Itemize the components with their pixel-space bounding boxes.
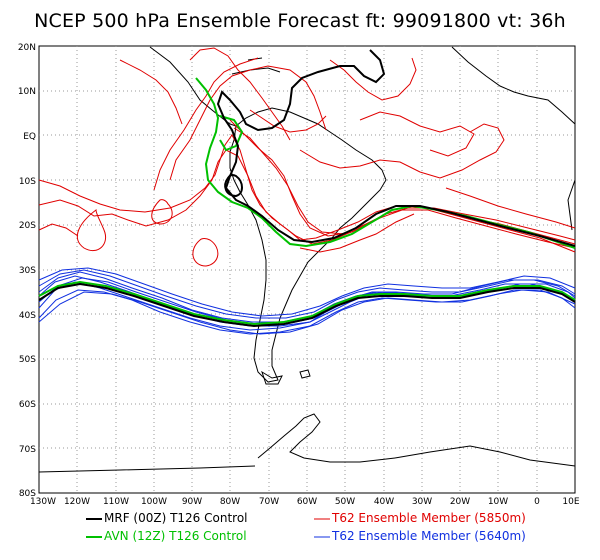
lon-label-110w: 110W — [103, 497, 129, 507]
lon-label-30w: 30W — [412, 497, 432, 507]
red-contour-3 — [153, 57, 259, 191]
red-contour-12 — [192, 238, 219, 267]
avn-5640m — [38, 280, 576, 326]
lon-label-70w: 70W — [259, 497, 279, 507]
red-contour-18 — [445, 187, 576, 229]
avn-5850m-loop — [219, 115, 244, 152]
legend-item-5640: T62 Ensemble Member (5640m) — [332, 529, 526, 543]
mrf-control-contours — [38, 49, 576, 328]
mrf-5850m — [216, 49, 576, 247]
blue-contour-5 — [38, 269, 576, 319]
mrf-5640m — [38, 282, 576, 328]
blue-contour-7 — [38, 289, 576, 335]
lon-label-0: 0 — [534, 497, 540, 507]
coast-antarctic-peninsula — [257, 413, 396, 463]
legend-item-5850: T62 Ensemble Member (5850m) — [332, 511, 526, 525]
red-contour-11 — [76, 209, 106, 252]
lon-label-90w: 90W — [182, 497, 202, 507]
lat-label-eq: EQ — [23, 132, 36, 142]
lon-label-40w: 40W — [374, 497, 394, 507]
coast-antarctica — [38, 445, 576, 473]
mrf-5850m-loop — [224, 173, 243, 198]
ensemble-5850m-contours — [38, 47, 576, 267]
red-contour-9 — [189, 47, 291, 141]
longitude-axis: 130W 120W 110W 100W 90W 80W 70W 60W 50W … — [30, 497, 580, 507]
lon-label-60w: 60W — [297, 497, 317, 507]
coast-africa — [451, 46, 576, 231]
red-contour-16 — [299, 213, 415, 253]
coast-central-america — [149, 46, 237, 127]
lat-label-20s: 20S — [19, 221, 36, 231]
blue-contour-8 — [38, 267, 576, 317]
legend-label-mrf: MRF (00Z) T126 Control — [104, 511, 248, 525]
red-contour-15 — [119, 59, 183, 125]
legend-label-5640: T62 Ensemble Member (5640m) — [332, 529, 526, 543]
lat-label-20n: 20N — [18, 43, 36, 53]
red-contour-10 — [329, 57, 417, 101]
red-contour-2 — [38, 149, 576, 249]
lat-label-60s: 60S — [19, 400, 36, 410]
legend-label-5850: T62 Ensemble Member (5850m) — [332, 511, 526, 525]
red-contour-17 — [249, 109, 327, 133]
latitude-axis: 20N 10N EQ 10S 20S 30S 40S 50S 60S 70S 8… — [18, 43, 36, 499]
lat-label-10n: 10N — [18, 87, 36, 97]
lon-label-50w: 50W — [335, 497, 355, 507]
lat-label-10s: 10S — [19, 177, 36, 187]
red-contour-14 — [151, 199, 173, 225]
lat-label-50s: 50S — [19, 355, 36, 365]
lat-label-80s: 80S — [19, 489, 36, 499]
red-contour-8 — [359, 111, 475, 157]
lon-label-10e: 10E — [562, 497, 579, 507]
lat-label-70s: 70S — [19, 445, 36, 455]
lon-label-100w: 100W — [141, 497, 167, 507]
lon-label-80w: 80W — [220, 497, 240, 507]
legend-label-avn: AVN (12Z) T126 Control — [104, 529, 247, 543]
red-contour-7 — [299, 123, 505, 179]
lon-label-20w: 20W — [450, 497, 470, 507]
lat-label-30s: 30S — [19, 266, 36, 276]
coast-south-america — [229, 107, 387, 383]
graticule — [39, 46, 575, 493]
legend-item-avn: AVN (12Z) T126 Control — [104, 529, 247, 543]
coast-falklands — [299, 369, 311, 379]
legend-item-mrf: MRF (00Z) T126 Control — [104, 511, 248, 525]
blue-contour-1 — [38, 275, 576, 327]
lon-label-130w: 130W — [30, 497, 56, 507]
coast-tierra-del-fuego — [261, 370, 283, 385]
lon-label-10w: 10W — [488, 497, 508, 507]
red-contour-13 — [38, 223, 79, 237]
page-title: NCEP 500 hPa Ensemble Forecast ft: 99091… — [34, 10, 566, 32]
lon-label-120w: 120W — [64, 497, 90, 507]
lat-label-40s: 40S — [19, 311, 36, 321]
legend-swatches — [86, 518, 330, 538]
